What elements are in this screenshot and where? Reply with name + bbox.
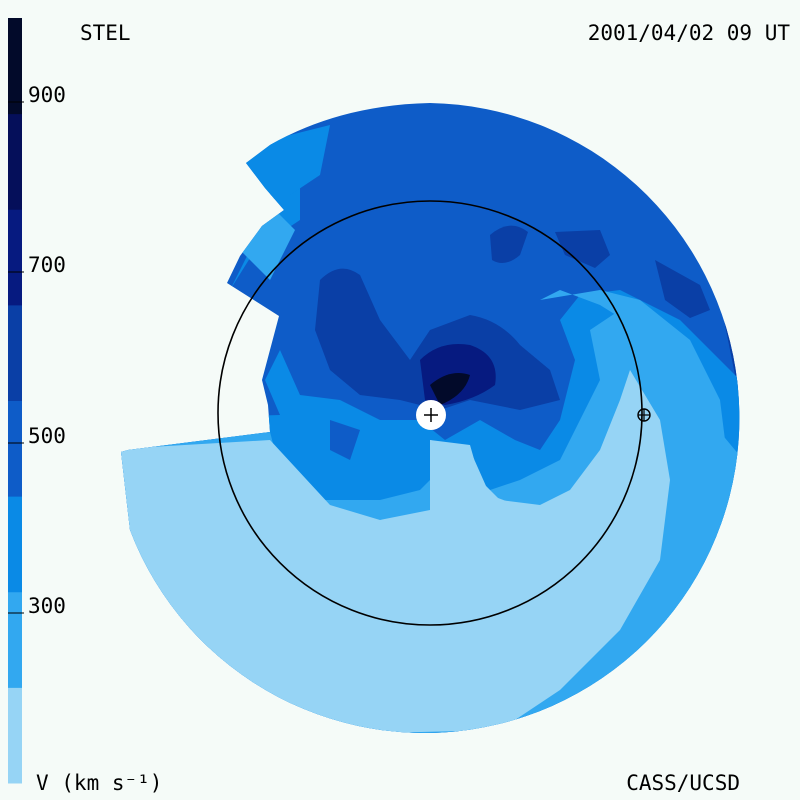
lowest-level-region-2 <box>420 370 650 690</box>
colorbar-unit-label: V (km s⁻¹) <box>36 771 162 795</box>
colorbar-ticks: 900 700 500 300 <box>8 83 66 618</box>
right-arc-region <box>540 290 730 690</box>
colorbar-tick-label: 900 <box>28 83 66 107</box>
colorbar-segment-highest <box>8 18 22 115</box>
earth-orbit-circle <box>217 200 643 626</box>
colorbar-tick-label: 300 <box>28 594 66 618</box>
colorbar-segment-lowest <box>8 687 22 784</box>
dark-central-region <box>315 268 560 410</box>
observatory-label: STEL <box>80 21 131 45</box>
colorbar-segment-medium-low <box>8 496 22 593</box>
top-left-notch-region <box>270 125 330 200</box>
colorbar <box>8 18 22 784</box>
sun-plus-icon <box>416 400 446 430</box>
left-edge-strip <box>240 210 295 280</box>
upper-blob <box>490 225 528 264</box>
peak-region <box>430 372 470 405</box>
colorbar-segment-medium <box>8 400 22 497</box>
small-dark-patch <box>330 420 360 460</box>
timestamp-label: 2001/04/02 09 UT <box>588 21 791 45</box>
colorbar-segment-high <box>8 209 22 306</box>
colorbar-tick-label: 500 <box>28 424 66 448</box>
upper-right-blob <box>555 230 610 268</box>
colorbar-segment-low <box>8 591 22 688</box>
earth-icon <box>637 408 651 422</box>
colorbar-tick-label: 700 <box>28 253 66 277</box>
colorbar-segment-medium-high <box>8 304 22 401</box>
right-blob <box>655 260 710 318</box>
colorbar-segment-higher <box>8 113 22 210</box>
credit-label: CASS/UCSD <box>626 771 740 795</box>
